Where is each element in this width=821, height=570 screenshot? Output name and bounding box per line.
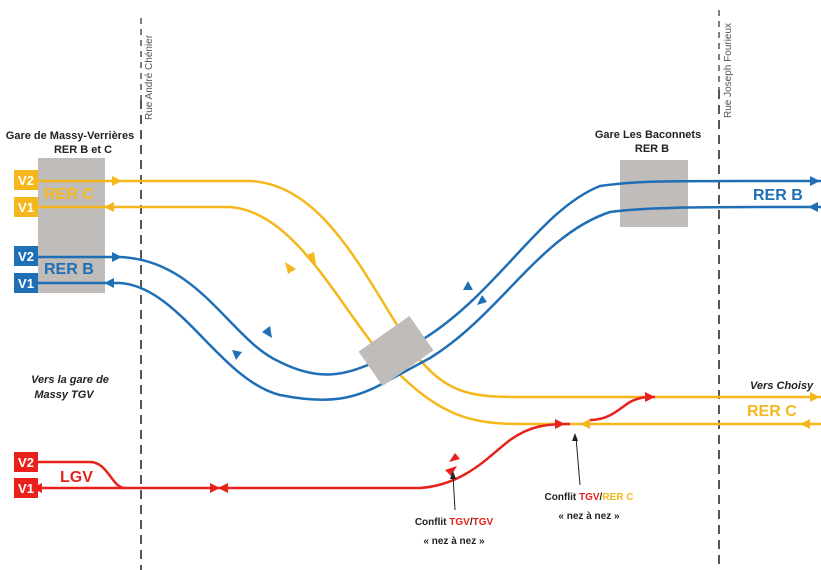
conflict-tgv-tgv-label: Conflit TGV/TGV — [415, 517, 494, 528]
rer-c-track-v1 — [38, 205, 821, 426]
arrow-rer-c-v1-end-left — [800, 419, 810, 429]
station-massy-name: Gare de Massy-Verrières — [6, 130, 134, 142]
arrow-tgv-conflict-a — [445, 466, 457, 476]
arrow-rer-c-v2-down — [305, 252, 316, 264]
tag-lgv-v2-label: V2 — [18, 455, 34, 470]
arrow-rer-c-v1-mid-left — [580, 419, 590, 429]
lgv-track-v1 — [38, 422, 571, 490]
conflict-tgv-tgv-red2: TGV — [473, 517, 494, 528]
arrow-rer-b-v2-down — [262, 326, 272, 338]
annotation-massy-tgv-2: Massy TGV — [34, 389, 95, 401]
arrow-rer-c-v1-up — [285, 262, 296, 274]
tag-rer-b-v1 — [14, 273, 38, 293]
conflict-tgv-rerc-prefix: Conflit — [545, 492, 579, 503]
station-massy-lines: RER B et C — [54, 144, 112, 156]
street-label-joseph-fourieux: Rue Joseph Fourieux — [723, 23, 734, 118]
conflict-tgv-tgv-red1: TGV — [449, 517, 470, 528]
label-lgv: LGV — [60, 469, 93, 486]
station-baconnets-name: Gare Les Baconnets — [595, 129, 701, 141]
label-rer-b-right: RER B — [753, 187, 803, 204]
arrow-rer-b-v1-left — [104, 278, 114, 288]
arrow-rer-c-v1-left — [104, 202, 114, 212]
rer-b-track-v1 — [38, 205, 821, 401]
tag-rer-b-v2-label: V2 — [18, 249, 34, 264]
conflict-tgv-tgv-slash: / — [470, 517, 473, 528]
label-rer-c-right: RER C — [747, 403, 797, 420]
pointer-tgv-rerc-head — [572, 433, 578, 441]
arrow-rer-b-v1-up — [232, 350, 242, 360]
tag-rer-c-v2-label: V2 — [18, 173, 34, 188]
street-label-andre-chenier: Rue André Chénier — [144, 34, 155, 120]
annotation-massy-tgv-1: Vers la gare de — [31, 374, 109, 386]
conflict-tgv-tgv-prefix: Conflit — [415, 517, 449, 528]
arrow-rer-c-v2-right — [112, 176, 122, 186]
tag-lgv-v1 — [14, 478, 38, 498]
pointer-tgv-tgv — [452, 474, 456, 511]
arrow-rer-b-v1-end-left — [808, 202, 818, 212]
tag-lgv-v2 — [14, 452, 38, 472]
station-baconnets-lines: RER B — [635, 143, 669, 155]
arrow-rer-b-v1-down-left — [477, 295, 487, 305]
arrow-tgv-conflict-b — [449, 453, 460, 462]
tag-rer-b-v2 — [14, 246, 38, 266]
conflict-tgv-tgv-subtitle: « nez à nez » — [423, 536, 485, 547]
tag-rer-c-v2 — [14, 170, 38, 190]
conflict-tgv-rerc-red: TGV — [579, 492, 600, 503]
arrow-tgv-v1-left — [218, 483, 228, 493]
arrow-rer-b-v2-end-right — [810, 176, 820, 186]
rer-c-track-v2 — [38, 179, 821, 399]
arrow-tgv-rerc-conflict — [555, 419, 565, 429]
crossing-platform — [358, 316, 434, 386]
conflict-tgv-rerc-orange: RER C — [602, 492, 633, 503]
platform-les-baconnets — [620, 160, 688, 227]
label-rer-c-left: RER C — [44, 186, 94, 203]
conflict-tgv-rerc-slash: / — [600, 492, 603, 503]
conflict-tgv-rerc-subtitle: « nez à nez » — [558, 511, 620, 522]
arrow-tgv-v1-right — [210, 483, 220, 493]
tag-rer-c-v1-label: V1 — [18, 200, 34, 215]
conflict-tgv-rerc-label: Conflit TGV/RER C — [545, 492, 634, 503]
arrow-rer-b-v2-up-right — [463, 281, 473, 290]
rer-b-track-v2 — [38, 179, 821, 376]
pointer-tgv-rerc — [575, 436, 581, 486]
annotation-choisy: Vers Choisy — [750, 380, 814, 392]
arrow-rer-c-v2-end-right — [810, 392, 820, 402]
tag-lgv-v1-label: V1 — [18, 481, 34, 496]
tag-rer-b-v1-label: V1 — [18, 276, 34, 291]
arrow-rer-b-v2-right — [112, 252, 122, 262]
arrow-tgv-choisy — [645, 392, 655, 402]
label-rer-b-left: RER B — [44, 261, 94, 278]
tag-rer-c-v1 — [14, 197, 38, 217]
pointer-tgv-tgv-head — [450, 471, 456, 479]
